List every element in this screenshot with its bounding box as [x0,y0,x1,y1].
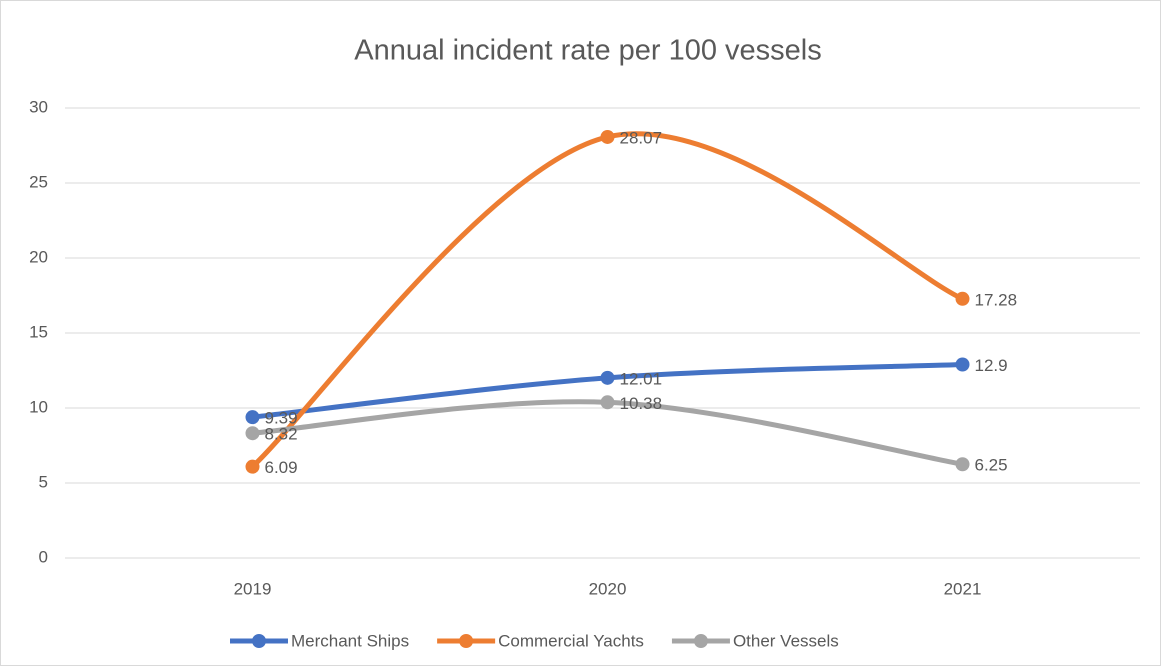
data-label: 8.32 [265,425,298,444]
marker [955,357,970,372]
marker [600,129,615,144]
marker [245,410,260,425]
marker [245,459,260,474]
marker [600,395,615,410]
data-label: 10.38 [620,394,663,413]
y-tick-label: 10 [29,397,48,416]
legend-marker [459,634,474,648]
x-tick-label: 2019 [234,579,272,598]
y-tick-label: 25 [29,172,48,191]
y-tick-label: 20 [29,247,48,266]
data-label: 6.25 [975,456,1008,475]
x-tick-label: 2020 [589,579,627,598]
chart-title: Annual incident rate per 100 vessels [354,35,822,67]
y-tick-label: 5 [39,472,48,491]
data-label: 28.07 [620,128,663,147]
y-tick-label: 15 [29,322,48,341]
data-label: 9.39 [265,409,298,428]
legend-marker [693,634,708,648]
legend-label: Commercial Yachts [498,631,644,650]
y-tick-label: 30 [29,97,48,116]
marker [245,426,260,441]
legend-label: Merchant Ships [291,631,409,650]
legend-marker [252,634,266,648]
data-label: 12.9 [975,356,1008,375]
legend-label: Other Vessels [733,631,839,650]
data-label: 17.28 [975,290,1018,309]
marker [600,370,615,385]
data-label: 12.01 [620,369,663,388]
marker [955,291,970,306]
marker [955,457,970,472]
data-label: 6.09 [265,458,298,477]
x-tick-label: 2021 [944,579,982,598]
y-tick-label: 0 [39,547,48,566]
